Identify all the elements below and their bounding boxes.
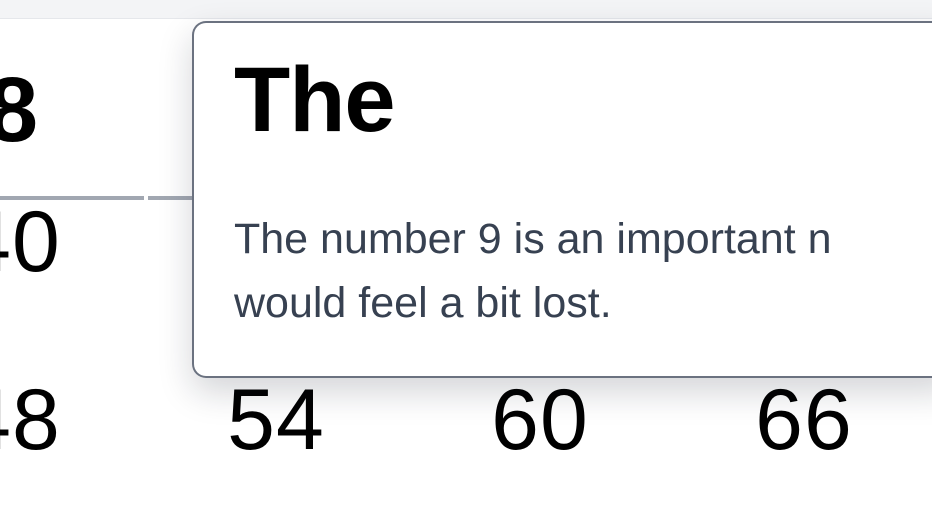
table-cell: 54 xyxy=(227,371,325,468)
table-cell: 66 xyxy=(755,371,853,468)
tooltip-header-overlap xyxy=(418,23,932,199)
tooltip-body: The number 9 is an important n would feel… xyxy=(234,215,832,327)
column-tooltip: The The number 9 is an important n would … xyxy=(192,21,932,378)
column-header-8: 8 xyxy=(0,58,38,161)
tooltip-title: The xyxy=(234,49,396,151)
table-cell: 40 xyxy=(0,193,61,290)
table-cell: 48 xyxy=(0,371,61,468)
table-cell: 60 xyxy=(491,371,589,468)
top-strip xyxy=(0,0,932,19)
header-divider-8 xyxy=(0,196,144,200)
